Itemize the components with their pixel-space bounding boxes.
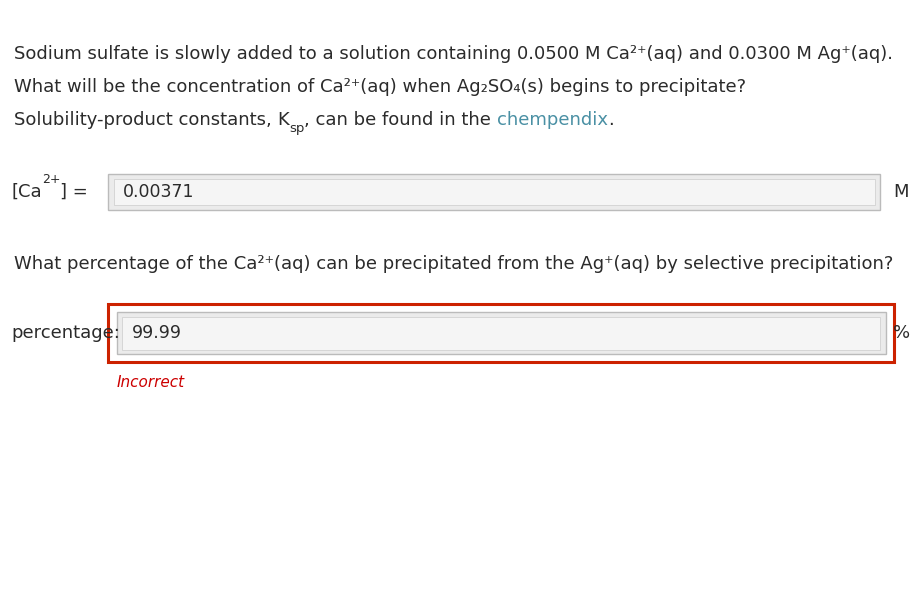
FancyBboxPatch shape xyxy=(122,317,880,349)
Text: .: . xyxy=(608,111,614,129)
Text: K: K xyxy=(278,111,289,129)
Text: 0.00371: 0.00371 xyxy=(123,183,195,201)
Text: chempendix: chempendix xyxy=(497,111,608,129)
Text: 2+: 2+ xyxy=(41,173,60,187)
Text: What will be the concentration of Ca²⁺(aq) when Ag₂SO₄(s) begins to precipitate?: What will be the concentration of Ca²⁺(a… xyxy=(14,78,746,96)
Text: Solubility-product constants,: Solubility-product constants, xyxy=(14,111,278,129)
Text: Sodium sulfate is slowly added to a solution containing 0.0500 M Ca²⁺(aq) and 0.: Sodium sulfate is slowly added to a solu… xyxy=(14,45,892,63)
Text: [Ca: [Ca xyxy=(11,183,41,201)
Text: Incorrect: Incorrect xyxy=(117,374,185,390)
Text: sp: sp xyxy=(289,122,304,135)
Text: M: M xyxy=(893,183,909,201)
FancyBboxPatch shape xyxy=(117,312,886,354)
FancyBboxPatch shape xyxy=(108,304,894,361)
Text: What percentage of the Ca²⁺(aq) can be precipitated from the Ag⁺(aq) by selectiv: What percentage of the Ca²⁺(aq) can be p… xyxy=(14,255,893,273)
Text: percentage:: percentage: xyxy=(11,324,119,342)
Text: , can be found in the: , can be found in the xyxy=(304,111,497,129)
Text: %: % xyxy=(893,324,911,342)
Text: 99.99: 99.99 xyxy=(131,324,181,342)
FancyBboxPatch shape xyxy=(108,174,880,210)
FancyBboxPatch shape xyxy=(114,179,875,205)
Text: ] =: ] = xyxy=(60,183,88,201)
